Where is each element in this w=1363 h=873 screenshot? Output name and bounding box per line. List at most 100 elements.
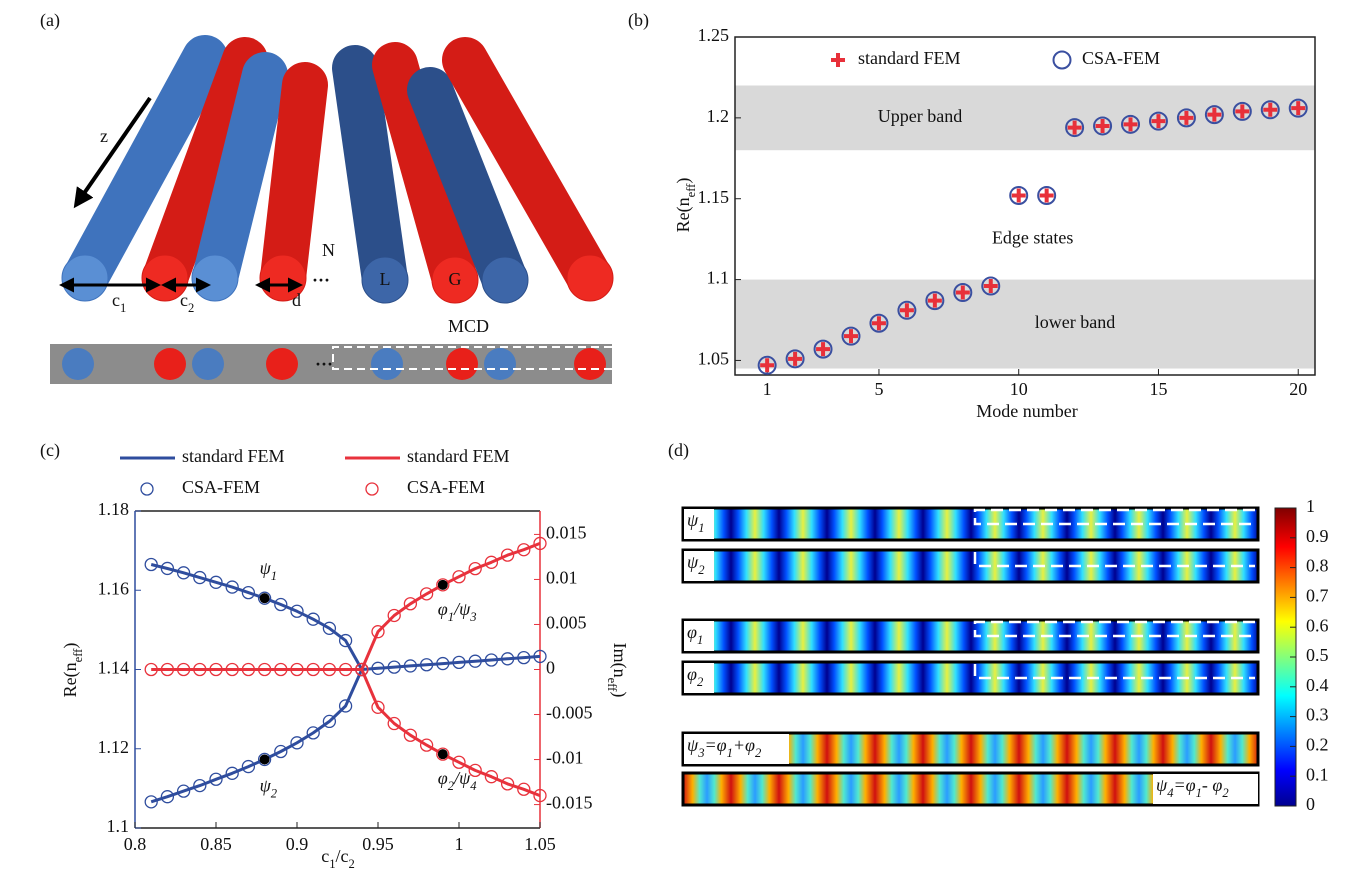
core [62,348,94,380]
y-tick-label: 1.16 [98,578,130,598]
point [816,342,831,357]
mode-label: φ2 [687,664,704,689]
colorbar-tick-label: 0.5 [1306,645,1329,665]
point [193,778,207,793]
point [322,621,337,635]
core [192,348,224,380]
point [193,662,207,677]
rod-end [481,256,529,304]
text-part: 1 [448,610,454,624]
point [517,650,531,665]
text-part: 2 [349,857,355,871]
y-tick-label: 1.15 [698,187,730,207]
point [193,570,207,585]
legend-label: CSA-FEM [1082,48,1160,68]
text-part: φ [687,664,697,684]
colorbar-tick-label: 0.9 [1306,526,1329,546]
label-box [684,621,714,651]
axis-name: z [100,126,108,146]
rod [372,42,478,303]
point [897,300,917,320]
point [452,570,466,584]
point [225,662,239,677]
point [144,662,158,677]
ellipsis: ··· [315,354,333,374]
z-arrow [73,96,152,209]
rod [407,67,528,303]
text-part: 3 [469,610,476,624]
point [241,759,256,774]
x-tick-label: 5 [874,379,883,399]
point [225,580,239,594]
ellipsis: ··· [312,270,330,290]
point [1207,107,1222,122]
point [290,662,304,677]
annotation-dot [259,593,270,604]
point [338,633,353,648]
text-part: /ψ [453,599,471,619]
text-part: 2 [1222,786,1229,800]
line [150,563,541,671]
field-map [681,548,1260,584]
y2-tick-label: 0 [546,658,555,678]
rod [260,62,328,301]
point [1067,120,1082,135]
x-tick-label: 0.9 [286,834,309,854]
point [788,351,803,366]
point [533,649,547,664]
rod [142,37,268,301]
point [844,329,858,344]
label-box [684,734,789,764]
legend-label: standard FEM [407,446,510,466]
annotation-dot [259,754,270,765]
point [306,612,320,626]
point [436,747,450,761]
text-part: +φ [733,735,755,755]
text-part: 2 [698,563,705,577]
point [257,662,272,677]
y2-axis-label: Im(neff) [605,643,630,698]
text-part: 1 [727,746,733,760]
point [1151,114,1166,129]
x-tick-label: 15 [1149,379,1167,399]
rod-label: G [449,269,462,289]
text-part: /c [336,846,349,866]
point [785,349,805,369]
point [209,772,223,786]
text-part: ψ [687,510,699,530]
point [257,752,272,767]
point [1093,116,1113,136]
point [209,575,223,589]
point [533,536,547,551]
point [419,658,434,672]
y-tick-label: 1.25 [698,25,730,45]
legend-marker [1052,50,1072,70]
point [419,738,434,752]
annotation: φ2/ψ4 [438,768,477,793]
point [176,784,191,798]
line [151,542,541,671]
x-axis-label: Mode number [976,401,1077,421]
point [517,782,531,796]
core [371,348,403,380]
cross-section [50,344,612,384]
mcd-box [332,346,612,370]
text-part: - φ [1202,775,1222,795]
text-part: 2 [188,301,194,315]
point [290,604,304,618]
annotation: φ1/ψ3 [438,599,477,624]
rod-end [431,256,479,304]
text-part: Re(n [673,197,694,232]
point [436,656,450,671]
point [371,625,385,639]
point [1176,108,1196,128]
point [306,726,320,740]
point [841,326,861,346]
x-tick-label: 20 [1289,379,1307,399]
point [160,790,175,804]
band-label: lower band [1035,312,1115,332]
mcd-outline [973,552,1255,568]
colorbar-tick-label: 0.1 [1306,764,1329,784]
point [1179,110,1194,125]
core [266,348,298,380]
